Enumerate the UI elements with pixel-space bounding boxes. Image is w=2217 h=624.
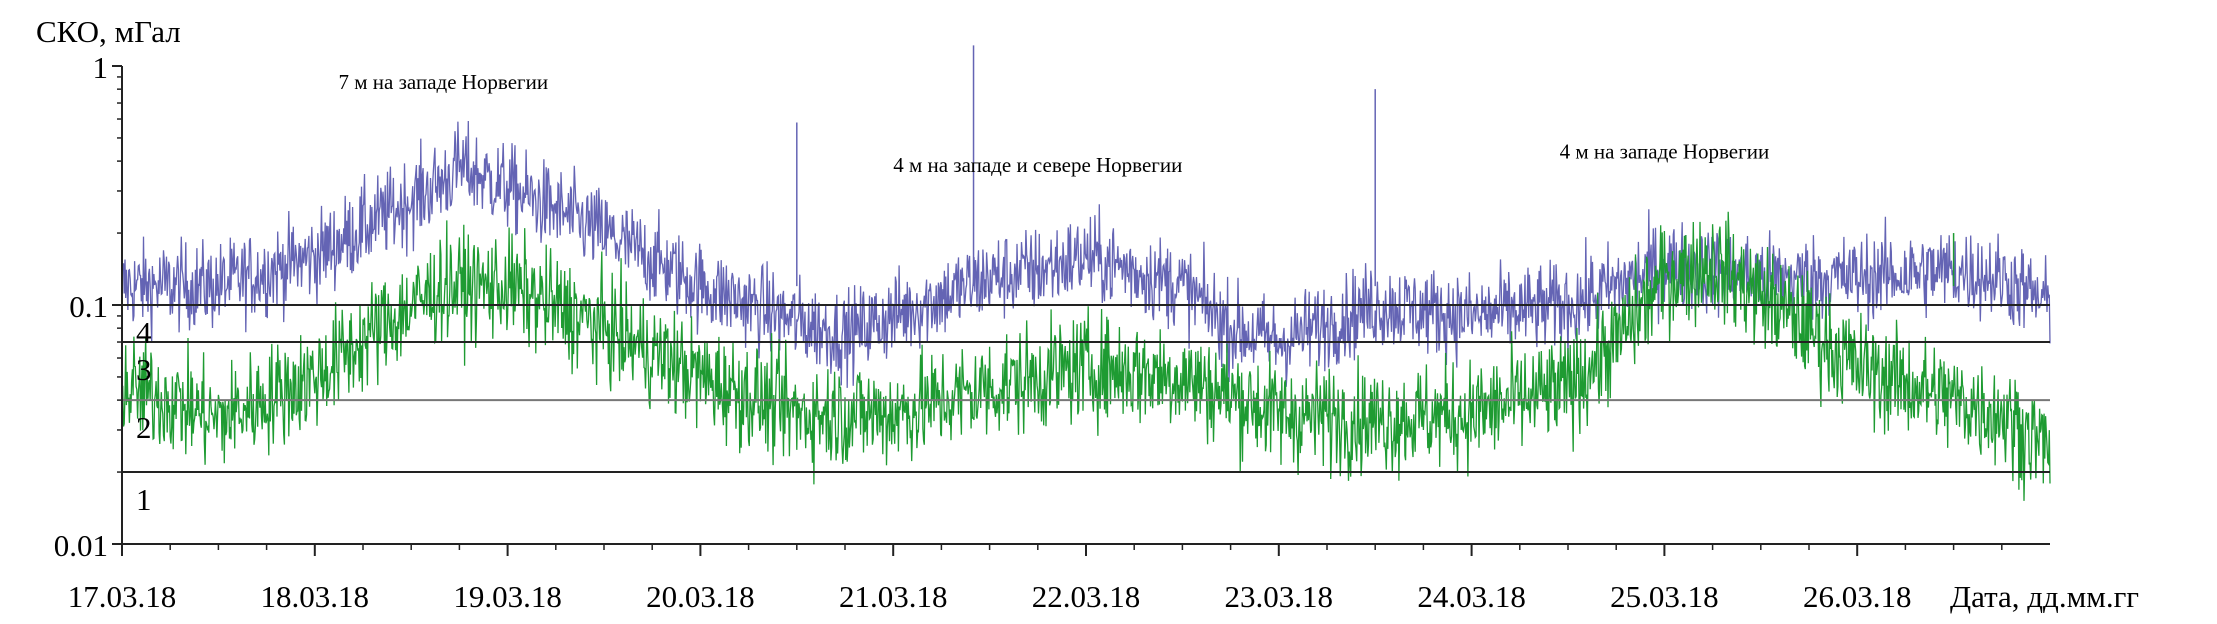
x-tick-label: 23.03.18 (1225, 579, 1334, 614)
annotation-label: 4 м на западе и севере Норвегии (893, 153, 1182, 177)
level-lines: 1 2 34 (122, 304, 2050, 517)
y-axis-label: СКО, мГал (36, 14, 181, 49)
y-tick-label: 0.1 (69, 289, 108, 324)
x-tick-label: 25.03.18 (1610, 579, 1719, 614)
annotations: 7 м на западе Норвегии 4 м на западе и се… (339, 70, 1770, 177)
series-line-2 (121, 211, 2051, 501)
x-tick-label: 19.03.18 (453, 579, 562, 614)
annotation-label: 4 м на западе Норвегии (1560, 140, 1770, 164)
x-tick-label: 22.03.18 (1032, 579, 1141, 614)
x-axis-label: Дата, дд.мм.гг (1950, 579, 2139, 614)
level-label-3: 3 (136, 352, 152, 387)
ticks: 0.01 0.1 1 17.03.18 18.03.18 19.03.18 20.03.18… (54, 50, 2003, 614)
level-label-2: 2 (136, 410, 152, 445)
y-tick-label: 1 (93, 50, 109, 85)
y-tick-label: 0.01 (54, 528, 108, 563)
level-label-4: 4 (136, 315, 152, 350)
x-tick-label: 24.03.18 (1417, 579, 1526, 614)
x-tick-label: 21.03.18 (839, 579, 948, 614)
x-tick-label: 17.03.18 (68, 579, 177, 614)
level-label-1: 1 (136, 482, 152, 517)
annotation-label: 7 м на западе Норвегии (339, 70, 549, 94)
series-layer (121, 45, 2051, 501)
x-tick-label: 26.03.18 (1803, 579, 1912, 614)
x-tick-label: 18.03.18 (261, 579, 370, 614)
series-line-1 (121, 120, 2051, 388)
x-tick-label: 20.03.18 (646, 579, 755, 614)
